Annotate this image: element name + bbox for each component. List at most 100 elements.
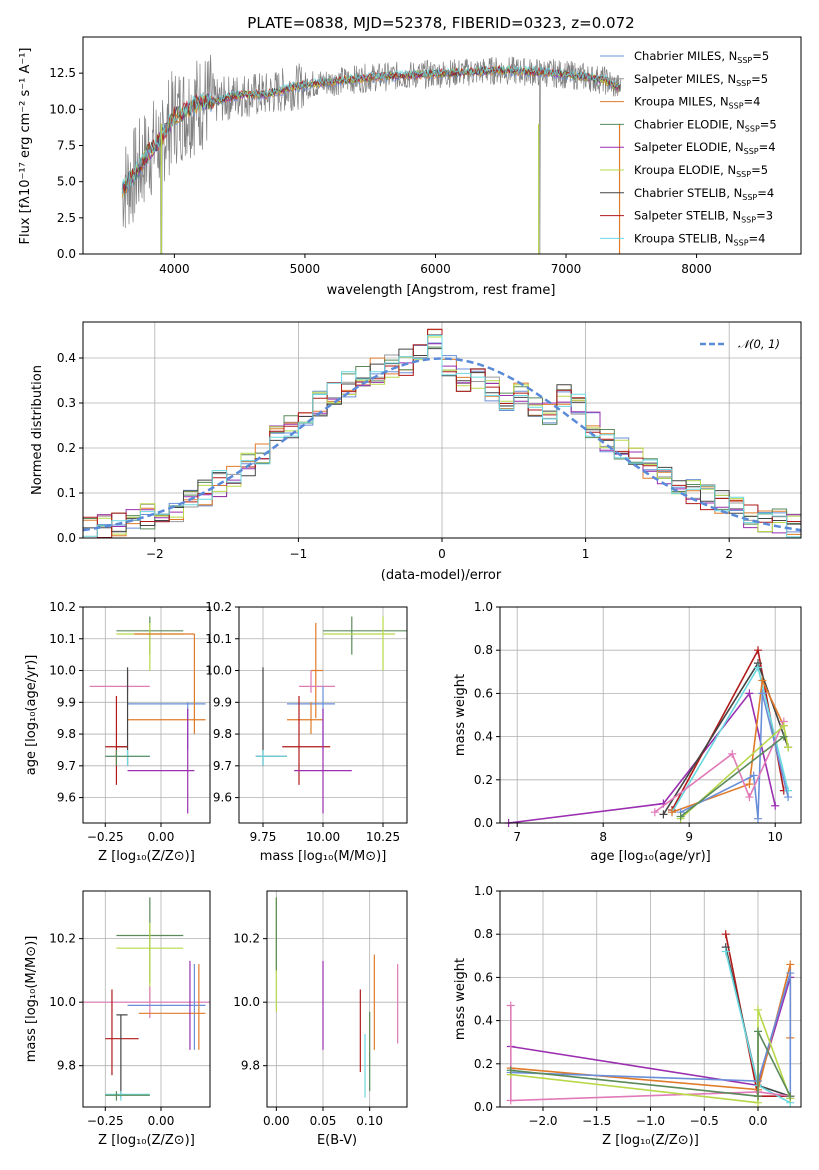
mass-weight-line — [510, 972, 792, 1099]
legend-nssp: =5 — [752, 49, 769, 63]
x-tick-label: 9.75 — [250, 830, 277, 844]
legend-subscript: SSP — [741, 216, 756, 225]
weight-marker — [779, 732, 788, 741]
spectrum-plot-area — [121, 54, 622, 255]
y-tick-label: 7.5 — [57, 139, 76, 153]
x-tick-label: 5000 — [290, 262, 321, 276]
weight-marker — [659, 810, 668, 819]
mass-age-panel: 9.75 10.00 10.25 9.6 9.7 9.8 9.9 10.0 10.1 10.2 ma… — [205, 600, 408, 864]
weight-marker — [506, 1096, 515, 1105]
legend-nssp: =4 — [744, 95, 761, 109]
y-tick-label: 0.1 — [57, 486, 76, 500]
spectrum-title: PLATE=0838, MJD=52378, FIBERID=0323, z=0… — [247, 14, 634, 32]
x-tick-label: 0 — [438, 547, 446, 561]
x-tick-label: 0.0 — [748, 1114, 767, 1128]
x-tick-label: 4000 — [159, 262, 190, 276]
y-tick-label: 0.2 — [57, 441, 76, 455]
x-axis-label: Z [log₁₀(Z/Z⊙)] — [98, 1133, 195, 1148]
x-tick-label: −1.5 — [582, 1114, 611, 1128]
legend-entry: Salpeter MILES, NSSP=5 — [634, 72, 768, 88]
weight-marker — [758, 676, 767, 685]
legend-nssp: =5 — [751, 163, 768, 177]
residual-histogram — [83, 335, 801, 538]
legend-entry: Chabrier STELIB, NSSP=4 — [634, 186, 774, 202]
weight-marker — [745, 689, 754, 698]
y-tick-label: 1.0 — [474, 600, 493, 614]
x-axis-label: Z [log₁₀(Z/Z⊙)] — [602, 1133, 699, 1148]
y-axis-label: mass [log₁₀(M/M⊙)] — [24, 936, 39, 1063]
weight-marker — [754, 646, 762, 655]
weight-marker — [786, 960, 795, 969]
age-weight-panel: 7 8 9 10 0.0 0.2 0.4 0.6 0.8 1.0 age [log₁₀(age/yr… — [453, 600, 802, 864]
plot-frame — [499, 890, 802, 1108]
plot-frame — [238, 606, 408, 824]
y-tick-label: 10.1 — [205, 632, 232, 646]
weight-marker — [779, 721, 788, 730]
legend-entry: Kroupa ELODIE, NSSP=5 — [634, 163, 768, 179]
z-weight-panel: −2.0 −1.5 −1.0 −0.5 0.0 0.0 0.2 0.4 0.6 0.8 1.0 Z [… — [453, 884, 802, 1148]
weight-marker — [754, 1005, 762, 1014]
z-age-panel: −0.25 0.00 9.6 9.7 9.8 9.9 10.0 10.1 10.2 Z [log₁… — [24, 600, 211, 864]
observed-spectrum — [121, 54, 622, 255]
legend-entry: Chabrier MILES, NSSP=5 — [634, 49, 769, 65]
legend-subscript: SSP — [734, 238, 749, 247]
legend-nssp: =4 — [749, 231, 766, 245]
legend-entry: Kroupa STELIB, NSSP=4 — [634, 231, 765, 247]
x-tick-label: −2 — [146, 547, 164, 561]
y-tick-label: 9.8 — [241, 1059, 260, 1073]
weight-marker — [784, 743, 793, 752]
y-axis-label: mass weight — [453, 958, 468, 1040]
model-fit-salpeter-stelib — [121, 64, 621, 194]
ebv-mass-panel: 0.00 0.05 0.10 9.8 10.0 10.2 E(B-V) — [233, 890, 408, 1148]
x-axis-label: age [log₁₀(age/yr)] — [590, 849, 711, 864]
y-tick-label: 0.6 — [474, 970, 493, 984]
residual-x-ticks: −2 −1 0 1 2 — [146, 538, 733, 561]
x-tick-label: 8000 — [681, 262, 712, 276]
y-tick-label: 10.0 — [49, 102, 76, 116]
legend-nssp: =5 — [751, 72, 768, 86]
x-tick-label: 6000 — [420, 262, 451, 276]
y-tick-label: 10.0 — [233, 995, 260, 1009]
normal-curve — [82, 357, 802, 532]
y-tick-label: 10.0 — [205, 664, 232, 678]
y-tick-label: 10.2 — [49, 932, 76, 946]
weight-marker — [758, 689, 767, 698]
spectrum-legend: Chabrier MILES, NSSP=5 Salpeter MILES, NS… — [600, 49, 777, 247]
legend-nssp: =4 — [759, 140, 776, 154]
spectrum-panel: PLATE=0838, MJD=52378, FIBERID=0323, z=0… — [18, 14, 802, 298]
x-tick-label: 10 — [768, 830, 783, 844]
x-tick-label: −0.25 — [87, 830, 124, 844]
weight-marker — [745, 780, 754, 789]
plot-frame — [499, 606, 802, 824]
spectrum-y-ticks: 0.0 2.5 5.0 7.5 10.0 12.5 — [49, 66, 83, 261]
spectrum-x-label: wavelength [Angstrom, rest frame] — [327, 283, 556, 298]
z-mass-panel: −0.25 0.00 9.8 10.0 10.2 Z [log₁₀(Z/Z⊙)] mass … — [24, 890, 211, 1148]
residual-plot-area — [82, 328, 802, 539]
model-fit-kroupa-stelib — [121, 64, 621, 194]
legend-subscript: SSP — [737, 56, 752, 65]
x-tick-label: −1 — [290, 547, 308, 561]
y-tick-label: 2.5 — [57, 211, 76, 225]
legend-subscript: SSP — [736, 170, 751, 179]
plot-frame — [82, 890, 211, 1108]
y-tick-label: 10.0 — [49, 995, 76, 1009]
y-tick-label: 9.8 — [57, 727, 76, 741]
y-axis-label: age [log₁₀(age/yr)] — [24, 655, 39, 776]
legend-entry: Salpeter ELODIE, NSSP=4 — [634, 140, 776, 156]
weight-marker — [676, 812, 685, 821]
mass-weight-line — [654, 721, 785, 813]
mass-weight-line — [509, 1005, 791, 1102]
plot-frame — [82, 606, 211, 824]
y-tick-label: 10.2 — [205, 600, 232, 614]
residual-legend: 𝒩(0, 1) — [700, 337, 780, 351]
normal-legend-label: 𝒩(0, 1) — [738, 337, 780, 351]
y-tick-label: 12.5 — [49, 66, 76, 80]
y-tick-label: 9.7 — [213, 759, 232, 773]
weight-marker — [721, 947, 730, 956]
y-tick-label: 9.9 — [57, 695, 76, 709]
residual-x-label: (data-model)/error — [381, 568, 502, 583]
weight-marker — [754, 1027, 762, 1036]
weight-marker — [745, 793, 754, 802]
y-tick-label: 0.0 — [474, 1100, 493, 1114]
y-tick-label: 9.8 — [57, 1059, 76, 1073]
